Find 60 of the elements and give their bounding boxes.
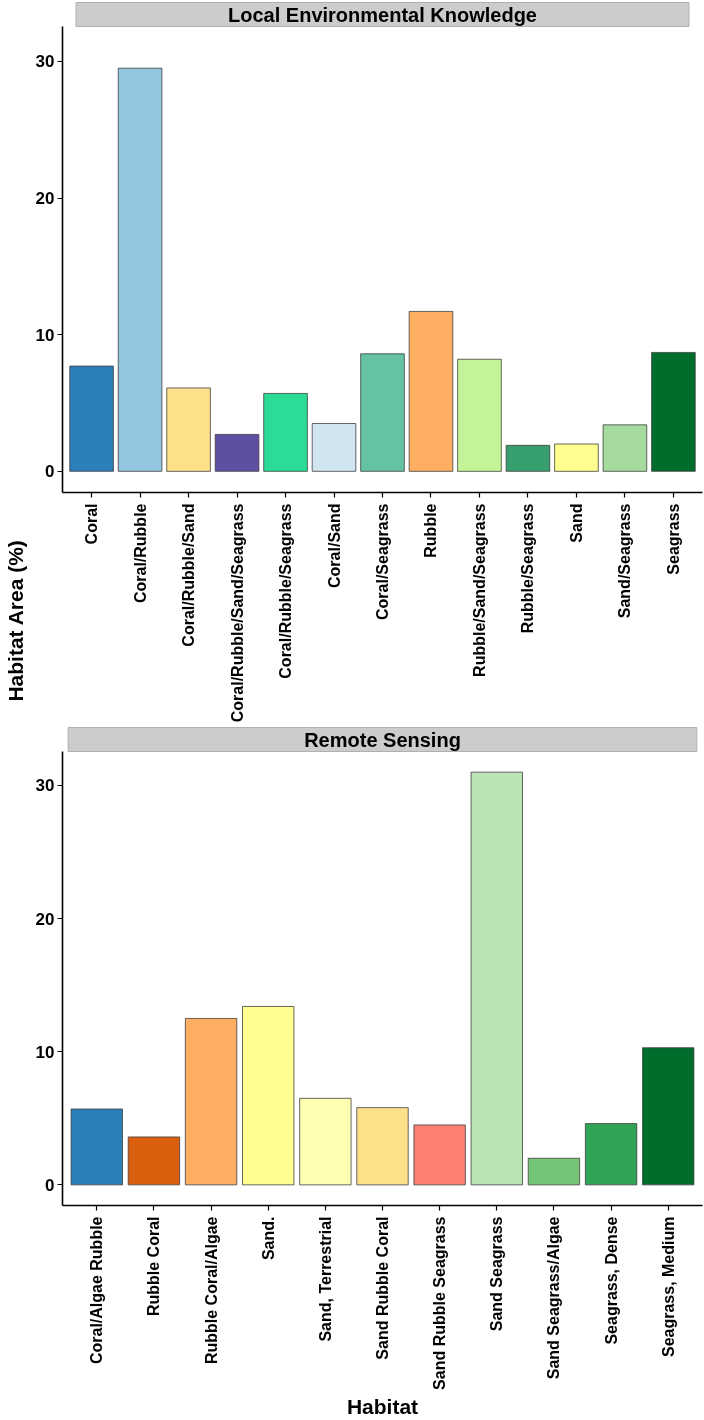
y-tick-label: 30 xyxy=(35,776,55,796)
chart-title: Remote Sensing xyxy=(304,728,461,751)
y-tick-label: 10 xyxy=(35,1042,55,1062)
x-tick-label: Sand xyxy=(567,503,585,543)
x-tick-label: Rubble/Seagrass xyxy=(519,503,537,634)
bar xyxy=(242,1006,295,1186)
bar xyxy=(127,1136,181,1186)
y-axis-title: Habitat Area (%) xyxy=(3,540,27,702)
y-tick-label: 30 xyxy=(35,52,55,72)
x-tick-label: Seagrass, Medium xyxy=(659,1216,677,1357)
x-tick-label: Rubble/Sand/Seagrass xyxy=(470,503,488,677)
bar xyxy=(584,1123,638,1186)
x-tick-label: Sand Seagrass/Algae xyxy=(545,1216,563,1380)
bar xyxy=(642,1047,695,1186)
bar xyxy=(470,771,523,1186)
bar xyxy=(70,1108,123,1186)
x-tick-label: Coral/Sand xyxy=(325,503,343,588)
bar xyxy=(527,1157,581,1186)
x-tick-label: Coral/Rubble/Sand xyxy=(180,503,198,647)
bar xyxy=(311,423,357,472)
bar xyxy=(263,393,308,472)
x-tick-label: Coral/Seagrass xyxy=(374,503,391,621)
x-axis-title: Habitat xyxy=(346,1394,419,1418)
x-tick-label: Rubble xyxy=(422,503,440,558)
bar xyxy=(166,387,211,472)
bar xyxy=(413,1124,466,1186)
bar xyxy=(299,1097,352,1186)
y-tick-label: 0 xyxy=(45,1175,55,1195)
x-tick-label: Sand. xyxy=(259,1216,277,1261)
bar xyxy=(554,443,599,472)
x-tick-label: Sand/Seagrass xyxy=(616,503,634,619)
bar xyxy=(360,353,405,472)
x-tick-label: Sand Rubble Seagrass xyxy=(431,1216,449,1390)
x-tick-label: Coral/Rubble xyxy=(131,503,149,604)
x-tick-label: Coral/Algae Rubble xyxy=(88,1216,106,1365)
bar xyxy=(505,444,551,472)
bar xyxy=(214,434,260,472)
x-tick-label: Coral xyxy=(83,503,101,545)
bar xyxy=(602,424,648,472)
x-tick-label: Coral/Rubble/Seagrass xyxy=(277,503,295,679)
bar xyxy=(184,1018,238,1186)
x-tick-label: Seagrass, Dense xyxy=(602,1216,620,1345)
bar xyxy=(408,311,454,472)
y-tick-label: 0 xyxy=(45,462,55,482)
y-tick-label: 10 xyxy=(35,325,55,345)
x-tick-label: Seagrass xyxy=(664,503,682,575)
chart-title: Local Environmental Knowledge xyxy=(228,3,537,26)
x-tick-label: Coral/Rubble/Sand/Seagrass xyxy=(228,503,246,723)
bar xyxy=(651,352,696,472)
x-tick-label: Sand Seagrass xyxy=(488,1216,506,1332)
bar xyxy=(457,358,502,472)
y-tick-label: 20 xyxy=(35,909,55,929)
x-tick-label: Rubble Coral/Algae xyxy=(202,1216,220,1365)
bar xyxy=(117,67,163,472)
x-tick-label: Sand Rubble Coral xyxy=(374,1216,391,1360)
bar xyxy=(69,365,114,472)
x-tick-label: Sand, Terrestrial xyxy=(316,1216,334,1342)
y-tick-label: 20 xyxy=(35,189,55,208)
bar xyxy=(356,1107,409,1186)
x-tick-label: Rubble Coral xyxy=(145,1216,163,1317)
